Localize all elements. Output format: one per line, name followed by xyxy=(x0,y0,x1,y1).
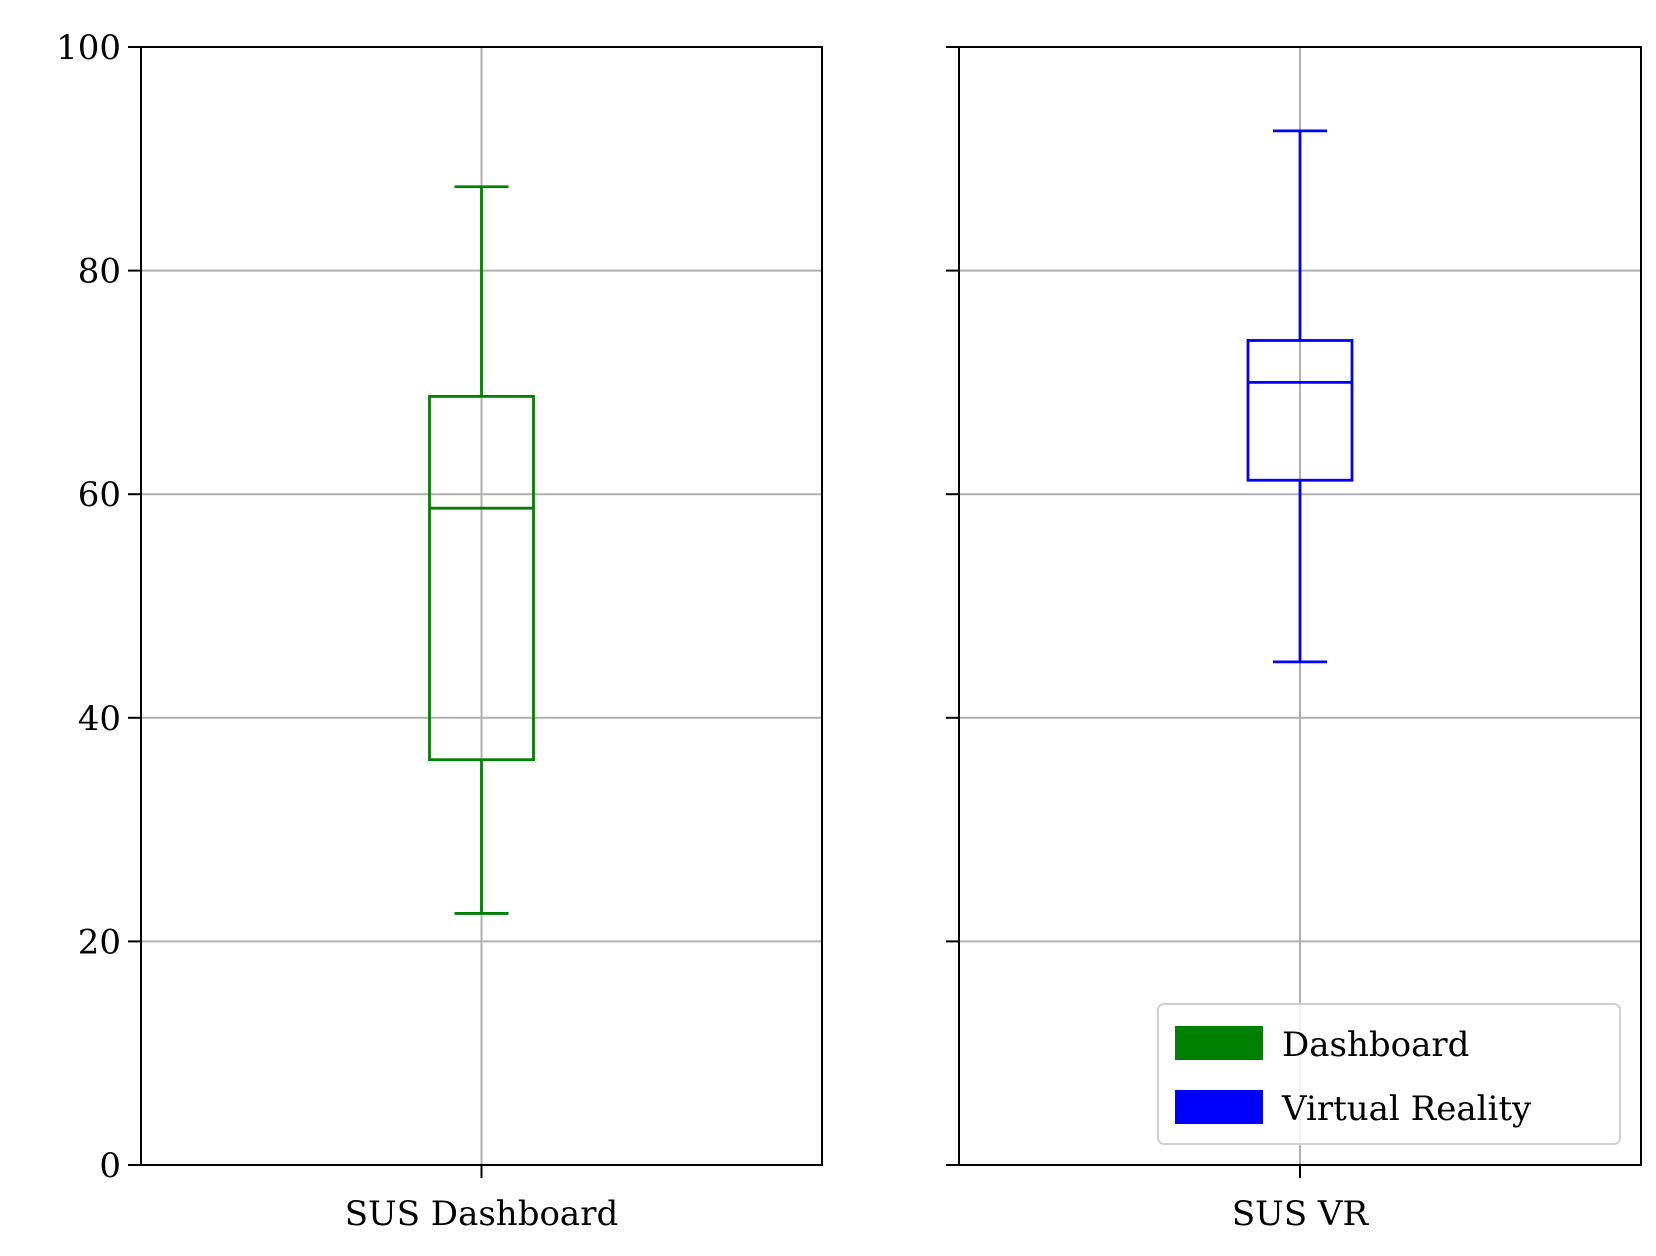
y-tick-label: 60 xyxy=(78,475,121,515)
iqr-box xyxy=(428,394,535,762)
x-tick-label: SUS VR xyxy=(1232,1194,1370,1234)
panel-1: 0 20 40 60 80 100 SUS Dashboard xyxy=(56,28,823,1234)
y-tick-label: 20 xyxy=(78,922,121,962)
y-tick-label: 40 xyxy=(78,699,121,739)
legend-frame xyxy=(1157,1003,1621,1145)
iqr-box xyxy=(1246,339,1354,482)
legend-label: Virtual Reality xyxy=(1281,1089,1532,1129)
legend: Dashboard Virtual Reality xyxy=(1157,1003,1621,1145)
y-tick-label: 100 xyxy=(56,28,121,68)
legend-swatch xyxy=(1175,1090,1263,1124)
x-tick-label: SUS Dashboard xyxy=(345,1194,618,1234)
legend-label: Dashboard xyxy=(1282,1025,1469,1065)
y-tick-label: 80 xyxy=(78,252,121,292)
y-tick-label: 0 xyxy=(99,1146,121,1186)
panels: 0 20 40 60 80 100 SUS Dashboard SUS VR xyxy=(56,28,1642,1234)
panel-2: SUS VR xyxy=(946,46,1642,1234)
legend-swatch xyxy=(1175,1026,1263,1060)
